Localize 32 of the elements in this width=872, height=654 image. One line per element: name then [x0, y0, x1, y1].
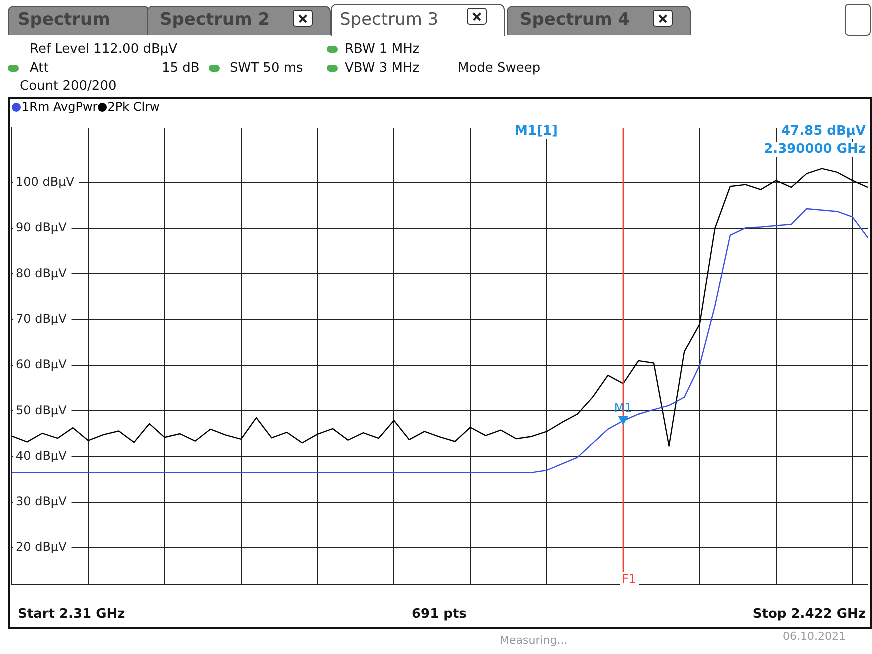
y-tick-label: 100 dBµV	[16, 175, 76, 190]
text: Spectrum 3	[340, 10, 439, 30]
legend-label: 2Pk Clrw	[108, 100, 160, 114]
text: Count 200/200	[20, 79, 117, 94]
text: 691 pts	[412, 607, 467, 622]
text: Att	[30, 61, 49, 76]
text: Mode Sweep	[458, 61, 541, 76]
annotation: 2.390000 GHz	[764, 142, 866, 157]
annotation: M1[1]	[515, 124, 558, 139]
text: SWT 50 ms	[230, 61, 304, 76]
text: Spectrum	[18, 10, 110, 30]
y-tick-label: 90 dBµV	[16, 220, 68, 235]
y-tick-label: 40 dBµV	[16, 448, 68, 463]
text: VBW 3 MHz	[345, 61, 420, 76]
text: Spectrum 4	[520, 10, 630, 30]
text: Stop 2.422 GHz	[752, 607, 866, 622]
y-tick-label: 50 dBµV	[16, 403, 68, 418]
text: 06.10.2021	[783, 630, 846, 643]
text: Spectrum 2	[160, 10, 270, 30]
annotation: 47.85 dBµV	[782, 124, 866, 139]
text: Start 2.31 GHz	[18, 607, 126, 622]
y-tick-label: 30 dBµV	[16, 494, 68, 509]
legend-label: 1Rm AvgPwr	[22, 100, 98, 114]
text: Measuring...	[500, 634, 568, 647]
text: Ref Level 112.00 dBµV	[30, 42, 178, 57]
annotation: F1	[620, 572, 639, 586]
text: RBW 1 MHz	[345, 42, 420, 57]
y-tick-label: 80 dBµV	[16, 266, 68, 280]
y-tick-label: 20 dBµV	[16, 540, 68, 554]
text: 15 dB	[162, 61, 200, 76]
y-tick-label: 70 dBµV	[16, 312, 68, 326]
y-tick-label: 60 dBµV	[16, 358, 68, 372]
